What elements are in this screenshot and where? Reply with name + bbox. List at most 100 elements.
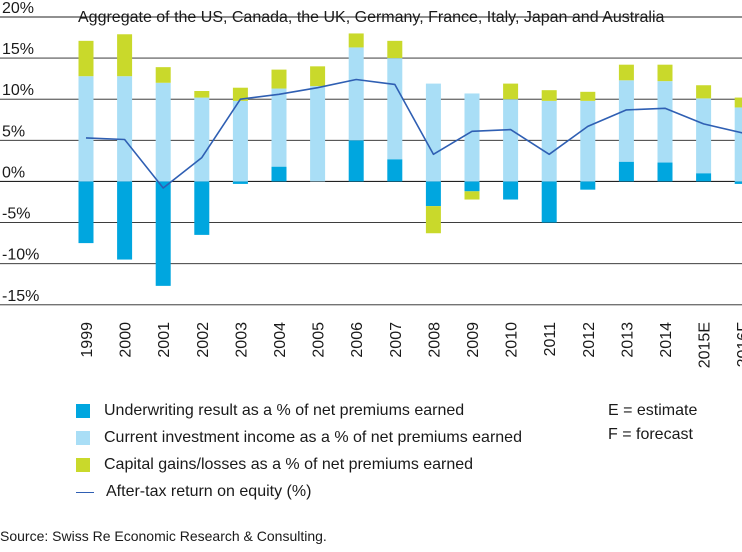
bar-underwriting	[425, 181, 441, 207]
bar-capital-gains	[541, 90, 557, 101]
x-tick-label: 2004	[272, 322, 289, 358]
bar-capital-gains	[310, 66, 326, 87]
y-tick-label: 0%	[2, 164, 25, 181]
bar-underwriting	[117, 181, 133, 260]
legend-label-roe: After-tax return on equity (%)	[106, 483, 312, 500]
legend-swatch-underwriting	[76, 404, 90, 418]
bar-capital-gains	[464, 191, 480, 200]
bar-capital-gains	[425, 206, 441, 234]
x-tick-label: 2013	[619, 322, 636, 358]
legend-item-roe: After-tax return on equity (%)	[76, 483, 311, 501]
bar-underwriting	[232, 181, 248, 184]
x-tick-label: 2009	[465, 322, 482, 358]
x-tick-label: 2000	[118, 322, 135, 358]
bar-capital-gains	[348, 33, 364, 48]
bar-investment	[155, 82, 171, 182]
chart-title: Aggregate of the US, Canada, the UK, Ger…	[78, 9, 665, 26]
bar-capital-gains	[657, 64, 673, 82]
legend-label-underwriting: Underwriting result as a % of net premiu…	[104, 402, 465, 419]
bar-investment	[194, 97, 210, 182]
bar-capital-gains	[232, 87, 248, 101]
bar-underwriting	[271, 166, 287, 182]
bar-investment	[734, 107, 742, 182]
x-tick-label: 2008	[426, 322, 443, 358]
x-tick-label: 2014	[658, 322, 675, 358]
x-tick-label: 2001	[156, 322, 173, 358]
bar-capital-gains	[194, 91, 210, 98]
bar-underwriting	[541, 181, 557, 223]
bar-investment	[78, 76, 94, 182]
bar-capital-gains	[580, 91, 596, 101]
bars	[78, 33, 742, 286]
bar-capital-gains	[155, 67, 171, 83]
legend-item-capital: Capital gains/losses as a % of net premi…	[76, 456, 473, 474]
bar-underwriting	[194, 181, 210, 235]
y-tick-label: 5%	[2, 123, 25, 140]
x-axis-labels: 1999 2000 2001 2002 2003 2004 2005 2006 2007 2008…	[79, 322, 742, 368]
bar-capital-gains	[503, 83, 519, 100]
bar-underwriting	[618, 161, 634, 182]
bar-capital-gains	[117, 34, 133, 77]
bar-investment	[657, 81, 673, 163]
bar-underwriting	[387, 159, 403, 182]
bar-underwriting	[464, 181, 480, 192]
x-tick-label: 2007	[388, 322, 405, 358]
bar-underwriting	[155, 181, 171, 286]
y-tick-label: -5%	[2, 206, 30, 223]
legend-swatch-investment	[76, 431, 90, 445]
bar-underwriting	[657, 162, 673, 182]
x-tick-label: 2002	[195, 322, 212, 358]
x-tick-label: 2011	[542, 322, 559, 357]
legend-label-capital: Capital gains/losses as a % of net premi…	[104, 456, 474, 473]
y-tick-label: 15%	[2, 41, 34, 58]
y-tick-label: 20%	[2, 0, 34, 17]
bar-investment	[618, 80, 634, 162]
x-tick-label: 2016F	[735, 322, 742, 368]
bar-investment	[310, 86, 326, 182]
bar-investment	[271, 88, 287, 167]
bar-investment	[425, 83, 441, 182]
legend-swatch-capital	[76, 458, 90, 472]
bar-underwriting	[734, 181, 742, 184]
bar-investment	[580, 100, 596, 182]
legend-label-investment: Current investment income as a % of net …	[104, 429, 522, 446]
x-tick-label: 2015E	[697, 322, 714, 368]
legend-item-investment: Current investment income as a % of net …	[76, 429, 522, 447]
bar-capital-gains	[734, 97, 742, 108]
roe-line	[85, 78, 742, 189]
bar-underwriting	[580, 181, 596, 190]
bar-capital-gains	[387, 40, 403, 59]
bar-investment	[232, 100, 248, 182]
note-estimate: E = estimate	[608, 402, 698, 419]
x-tick-label: 2006	[349, 322, 366, 358]
bar-investment	[117, 76, 133, 182]
bar-capital-gains	[618, 64, 634, 81]
bar-capital-gains	[696, 85, 712, 99]
bar-investment	[696, 98, 712, 174]
y-tick-label: -15%	[2, 288, 39, 305]
roe-line-layer	[85, 78, 742, 189]
bar-capital-gains	[271, 69, 287, 89]
bar-investment	[464, 93, 480, 182]
bar-underwriting	[78, 181, 94, 244]
bar-investment	[541, 100, 557, 182]
source-note: Source: Swiss Re Economic Research & Con…	[0, 528, 327, 544]
x-tick-label: 2010	[504, 322, 521, 358]
x-tick-label: 1999	[79, 322, 96, 358]
y-axis-labels: 20% 15% 10% 5% 0% -5% -10% -15%	[2, 0, 39, 305]
y-tick-label: 10%	[2, 82, 34, 99]
x-tick-label: 2012	[581, 322, 598, 358]
y-tick-label: -10%	[2, 247, 39, 264]
bar-underwriting	[696, 173, 712, 182]
bar-investment	[348, 47, 364, 141]
bar-underwriting	[348, 140, 364, 182]
bar-underwriting	[503, 181, 519, 200]
x-tick-label: 2003	[233, 322, 250, 358]
bar-capital-gains	[78, 40, 94, 77]
legend-item-underwriting: Underwriting result as a % of net premiu…	[76, 402, 464, 420]
note-forecast: F = forecast	[608, 426, 693, 443]
x-tick-label: 2005	[311, 322, 328, 358]
bar-investment	[387, 58, 403, 160]
bar-investment	[503, 99, 519, 182]
